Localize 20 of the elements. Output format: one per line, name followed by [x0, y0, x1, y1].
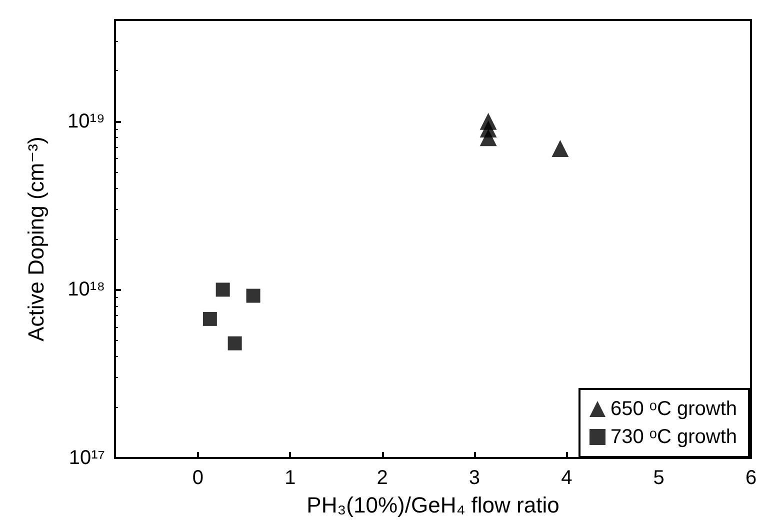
x-tick-label: 1	[284, 467, 296, 489]
x-tick-label: 0	[192, 467, 204, 489]
y-tick-label: 10¹⁷	[68, 447, 105, 469]
y-axis-title: Active Doping (cm⁻³)	[24, 136, 48, 342]
x-tick-label: 6	[745, 467, 757, 489]
point	[216, 282, 230, 297]
legend-label: 650 ᵒC growth	[610, 398, 738, 420]
x-tick-label: 5	[653, 467, 664, 489]
x-tick-label: 3	[468, 467, 480, 489]
point	[552, 140, 569, 157]
x-tick-label: 2	[376, 467, 388, 489]
x-tick-label: 4	[561, 467, 572, 489]
y-tick-label: 10¹⁹	[68, 110, 105, 132]
point	[246, 288, 260, 303]
y-tick-label: 10¹⁸	[68, 278, 105, 301]
x-axis-title: PH₃(10%)/GeH₄ flow ratio	[306, 492, 560, 518]
legend-label: 730 ᵒC growth	[610, 426, 738, 448]
point	[228, 336, 242, 350]
point	[202, 312, 217, 326]
point	[480, 129, 497, 146]
